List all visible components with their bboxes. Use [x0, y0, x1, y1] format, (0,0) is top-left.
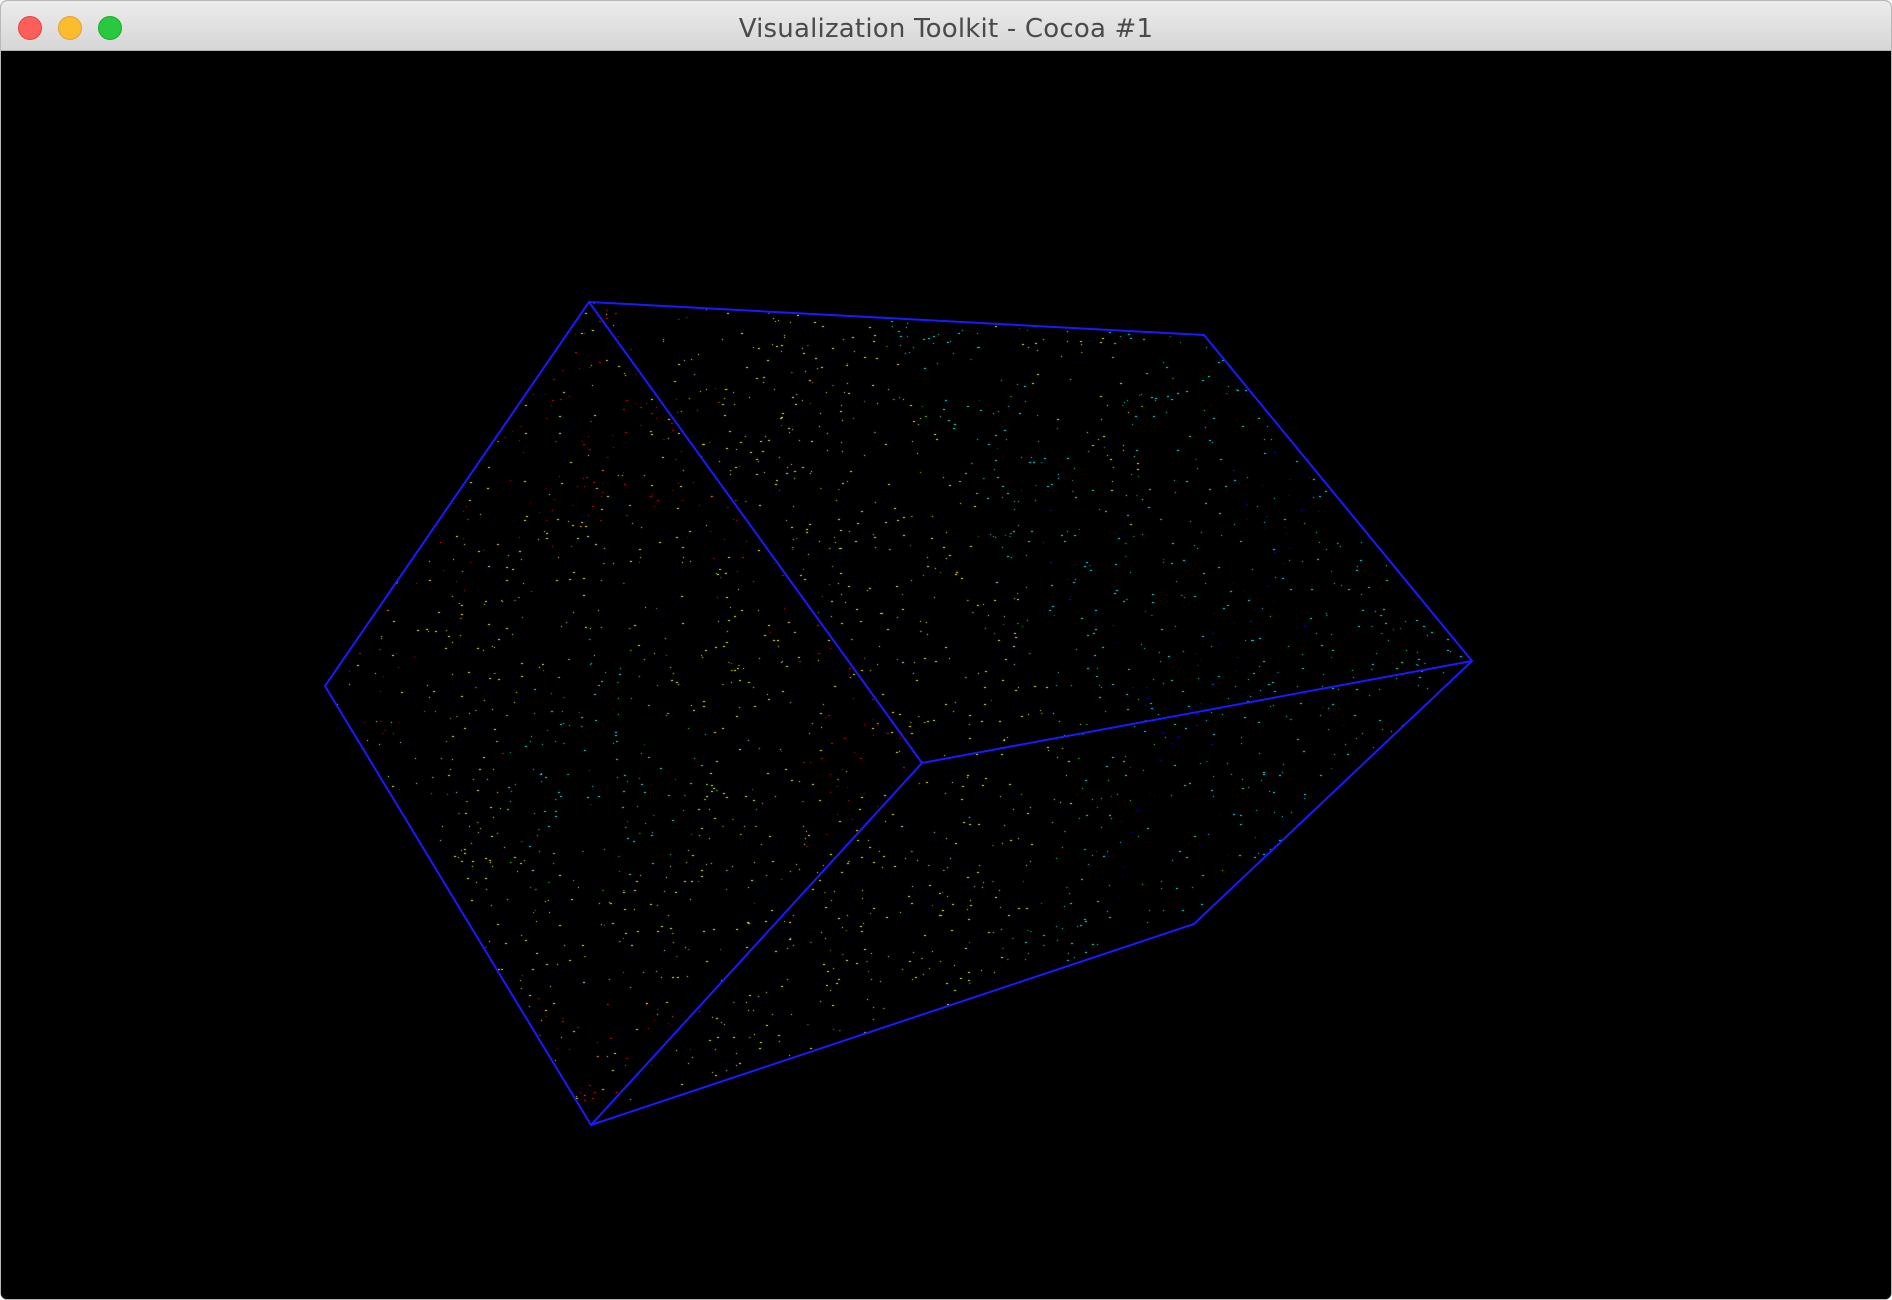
- minimize-icon[interactable]: [58, 16, 82, 40]
- zoom-icon[interactable]: [98, 16, 122, 40]
- cube-outline: [323, 300, 1474, 1127]
- cube-inner-edge: [921, 660, 1473, 764]
- cube-top-edge: [588, 301, 1474, 1126]
- cube-front-face-edge: [323, 300, 924, 1127]
- render-viewport[interactable]: [1, 51, 1891, 1299]
- point-cloud-render[interactable]: [1, 51, 1891, 1299]
- close-icon[interactable]: [18, 16, 42, 40]
- outline-overlay: [323, 300, 1474, 1127]
- title-bar[interactable]: Visualization Toolkit - Cocoa #1: [1, 1, 1891, 51]
- window-title: Visualization Toolkit - Cocoa #1: [738, 14, 1154, 44]
